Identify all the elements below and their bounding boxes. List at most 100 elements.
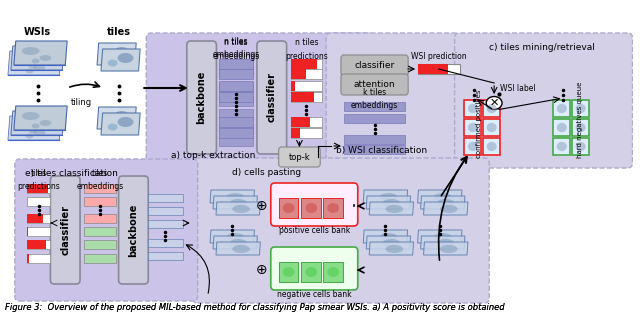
Bar <box>572 138 589 155</box>
Bar <box>418 64 448 74</box>
FancyBboxPatch shape <box>193 158 489 303</box>
Text: c) tiles mining/retrieval: c) tiles mining/retrieval <box>489 43 595 52</box>
Bar <box>572 119 589 136</box>
Ellipse shape <box>305 203 317 213</box>
Text: classifier: classifier <box>60 205 70 255</box>
Bar <box>291 81 295 91</box>
Bar <box>84 184 116 193</box>
Polygon shape <box>210 230 255 243</box>
Ellipse shape <box>232 245 250 253</box>
Bar <box>344 102 405 111</box>
Ellipse shape <box>486 96 502 109</box>
Ellipse shape <box>468 104 478 113</box>
Text: classifier: classifier <box>267 73 276 122</box>
Bar <box>301 262 321 282</box>
Ellipse shape <box>575 142 586 151</box>
Text: k tiles: k tiles <box>363 88 386 97</box>
Polygon shape <box>11 111 64 135</box>
Ellipse shape <box>440 245 458 253</box>
Ellipse shape <box>486 142 497 151</box>
Polygon shape <box>369 242 413 255</box>
Ellipse shape <box>31 59 40 64</box>
Polygon shape <box>216 202 260 215</box>
Ellipse shape <box>26 68 34 73</box>
Ellipse shape <box>486 104 497 113</box>
Polygon shape <box>364 230 408 243</box>
Bar <box>220 109 253 119</box>
Bar <box>220 136 253 146</box>
Polygon shape <box>366 196 410 209</box>
Text: WSI prediction: WSI prediction <box>411 52 467 61</box>
Bar <box>220 82 253 92</box>
Ellipse shape <box>108 123 118 130</box>
Bar <box>278 262 298 282</box>
Ellipse shape <box>22 112 40 120</box>
Polygon shape <box>14 106 67 130</box>
Bar <box>27 214 44 223</box>
Bar <box>220 66 253 76</box>
FancyBboxPatch shape <box>454 33 632 168</box>
Text: ⊕: ⊕ <box>256 263 268 277</box>
Bar <box>291 69 307 79</box>
Ellipse shape <box>283 203 294 213</box>
Bar <box>291 117 310 127</box>
Polygon shape <box>418 190 462 203</box>
Ellipse shape <box>104 117 114 125</box>
Text: Figure 3:  Overview of the proposed MIL-based method for classifying Pap smear W: Figure 3: Overview of the proposed MIL-b… <box>5 303 504 312</box>
Ellipse shape <box>114 111 129 121</box>
Bar <box>148 252 183 260</box>
Text: b) WSI classification: b) WSI classification <box>336 146 427 155</box>
Polygon shape <box>424 242 468 255</box>
Ellipse shape <box>29 128 36 134</box>
Ellipse shape <box>26 134 34 139</box>
Ellipse shape <box>229 199 247 207</box>
Ellipse shape <box>385 205 403 213</box>
FancyBboxPatch shape <box>257 41 287 154</box>
Polygon shape <box>369 202 413 215</box>
Ellipse shape <box>557 123 567 132</box>
Polygon shape <box>11 46 64 70</box>
Bar <box>301 198 321 218</box>
Text: backbone: backbone <box>129 203 138 257</box>
Bar <box>220 92 253 102</box>
Bar <box>27 240 51 249</box>
Text: e) tiles classification: e) tiles classification <box>25 169 118 178</box>
Ellipse shape <box>468 142 478 151</box>
Ellipse shape <box>227 193 244 201</box>
Ellipse shape <box>383 199 400 207</box>
Bar <box>148 239 183 247</box>
Ellipse shape <box>380 233 397 241</box>
Bar <box>220 124 253 134</box>
Text: ...: ... <box>278 220 287 230</box>
Ellipse shape <box>327 203 339 213</box>
Bar <box>27 197 51 206</box>
Bar <box>554 138 570 155</box>
Ellipse shape <box>575 123 586 132</box>
Ellipse shape <box>283 267 294 277</box>
Ellipse shape <box>305 267 317 277</box>
Ellipse shape <box>229 239 247 247</box>
Polygon shape <box>213 236 257 249</box>
Text: Figure 3:  Overview of the proposed MIL-based method for classifying Pap smear W: Figure 3: Overview of the proposed MIL-b… <box>5 303 504 312</box>
Bar <box>148 194 183 202</box>
Text: n tiles: n tiles <box>225 38 248 47</box>
Text: attention: attention <box>354 80 396 89</box>
Polygon shape <box>213 196 257 209</box>
Polygon shape <box>216 242 260 255</box>
Ellipse shape <box>557 142 567 151</box>
Bar <box>344 145 405 154</box>
Polygon shape <box>364 190 408 203</box>
Ellipse shape <box>40 55 51 61</box>
Ellipse shape <box>327 267 339 277</box>
Polygon shape <box>101 113 140 135</box>
Bar <box>27 214 51 223</box>
Ellipse shape <box>114 47 129 57</box>
Ellipse shape <box>118 53 133 63</box>
Ellipse shape <box>118 117 133 127</box>
Text: embeddings: embeddings <box>212 52 260 61</box>
Bar <box>483 138 500 155</box>
Bar <box>291 69 322 79</box>
Bar <box>465 138 481 155</box>
Text: top-k: top-k <box>289 153 310 162</box>
Bar <box>323 198 343 218</box>
